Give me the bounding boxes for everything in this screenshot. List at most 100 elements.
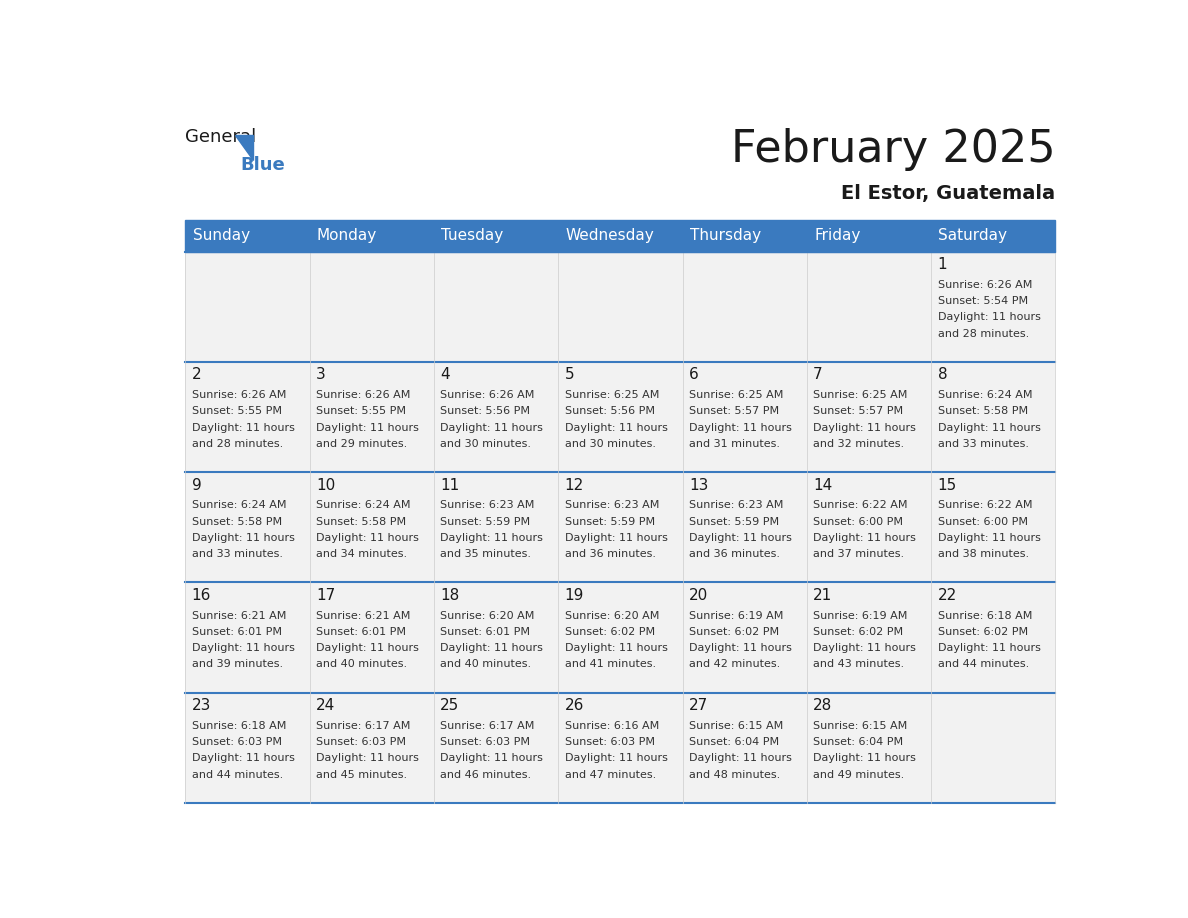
Text: Sunset: 5:57 PM: Sunset: 5:57 PM: [814, 407, 903, 417]
Text: and 45 minutes.: and 45 minutes.: [316, 769, 407, 779]
Text: Sunset: 5:59 PM: Sunset: 5:59 PM: [564, 517, 655, 527]
Text: Daylight: 11 hours: Daylight: 11 hours: [937, 422, 1041, 432]
Text: Sunset: 6:03 PM: Sunset: 6:03 PM: [191, 737, 282, 747]
Bar: [807, 692, 931, 803]
Text: Sunset: 5:58 PM: Sunset: 5:58 PM: [316, 517, 406, 527]
Bar: [807, 582, 931, 692]
Text: Sunset: 6:02 PM: Sunset: 6:02 PM: [564, 627, 655, 637]
Text: Sunrise: 6:24 AM: Sunrise: 6:24 AM: [316, 500, 411, 510]
Polygon shape: [235, 135, 253, 160]
Text: Sunrise: 6:25 AM: Sunrise: 6:25 AM: [689, 390, 783, 400]
Text: Tuesday: Tuesday: [441, 229, 504, 243]
Text: 23: 23: [191, 699, 211, 713]
Text: Daylight: 11 hours: Daylight: 11 hours: [564, 532, 668, 543]
Text: and 29 minutes.: and 29 minutes.: [316, 439, 407, 449]
Text: Sunset: 5:57 PM: Sunset: 5:57 PM: [689, 407, 779, 417]
Bar: [558, 252, 682, 362]
Text: Monday: Monday: [317, 229, 378, 243]
Text: Sunrise: 6:24 AM: Sunrise: 6:24 AM: [191, 500, 286, 510]
Text: 28: 28: [814, 699, 833, 713]
Text: and 44 minutes.: and 44 minutes.: [191, 769, 283, 779]
Text: and 33 minutes.: and 33 minutes.: [937, 439, 1029, 449]
Bar: [185, 582, 310, 692]
Bar: [185, 692, 310, 803]
Bar: [558, 362, 682, 472]
Text: Sunrise: 6:15 AM: Sunrise: 6:15 AM: [689, 721, 783, 731]
Text: February 2025: February 2025: [731, 128, 1055, 171]
Text: 12: 12: [564, 477, 584, 493]
Text: Daylight: 11 hours: Daylight: 11 hours: [814, 422, 916, 432]
Text: Sunset: 6:02 PM: Sunset: 6:02 PM: [937, 627, 1028, 637]
Bar: [185, 362, 310, 472]
Text: and 28 minutes.: and 28 minutes.: [937, 329, 1029, 339]
Text: Sunrise: 6:22 AM: Sunrise: 6:22 AM: [814, 500, 908, 510]
Text: Sunrise: 6:24 AM: Sunrise: 6:24 AM: [937, 390, 1032, 400]
Text: Sunset: 6:03 PM: Sunset: 6:03 PM: [441, 737, 530, 747]
Text: Daylight: 11 hours: Daylight: 11 hours: [191, 644, 295, 653]
Text: 10: 10: [316, 477, 335, 493]
Text: Daylight: 11 hours: Daylight: 11 hours: [191, 754, 295, 764]
Text: Sunset: 6:04 PM: Sunset: 6:04 PM: [689, 737, 779, 747]
Text: and 39 minutes.: and 39 minutes.: [191, 659, 283, 669]
Text: 4: 4: [441, 367, 450, 383]
Text: Daylight: 11 hours: Daylight: 11 hours: [316, 422, 419, 432]
Text: Sunset: 5:59 PM: Sunset: 5:59 PM: [689, 517, 779, 527]
Text: and 31 minutes.: and 31 minutes.: [689, 439, 781, 449]
Text: Sunset: 5:58 PM: Sunset: 5:58 PM: [937, 407, 1028, 417]
Text: 26: 26: [564, 699, 584, 713]
Bar: [682, 362, 807, 472]
Text: Sunrise: 6:23 AM: Sunrise: 6:23 AM: [564, 500, 659, 510]
Text: Daylight: 11 hours: Daylight: 11 hours: [441, 422, 543, 432]
Text: 21: 21: [814, 588, 833, 603]
Text: Daylight: 11 hours: Daylight: 11 hours: [814, 754, 916, 764]
Text: Sunset: 5:59 PM: Sunset: 5:59 PM: [441, 517, 531, 527]
Text: 14: 14: [814, 477, 833, 493]
Text: Sunset: 6:00 PM: Sunset: 6:00 PM: [937, 517, 1028, 527]
Text: 18: 18: [441, 588, 460, 603]
Text: 17: 17: [316, 588, 335, 603]
Text: Daylight: 11 hours: Daylight: 11 hours: [191, 532, 295, 543]
Bar: [558, 472, 682, 582]
Text: 15: 15: [937, 477, 956, 493]
Bar: [558, 582, 682, 692]
Text: Daylight: 11 hours: Daylight: 11 hours: [814, 532, 916, 543]
Text: and 36 minutes.: and 36 minutes.: [689, 549, 781, 559]
Text: Sunset: 6:01 PM: Sunset: 6:01 PM: [441, 627, 530, 637]
Bar: [434, 582, 558, 692]
Text: and 37 minutes.: and 37 minutes.: [814, 549, 904, 559]
Text: 2: 2: [191, 367, 202, 383]
Bar: [931, 692, 1055, 803]
Text: Sunset: 5:58 PM: Sunset: 5:58 PM: [191, 517, 282, 527]
Text: and 40 minutes.: and 40 minutes.: [316, 659, 407, 669]
Text: Sunset: 5:55 PM: Sunset: 5:55 PM: [191, 407, 282, 417]
Text: Sunrise: 6:17 AM: Sunrise: 6:17 AM: [316, 721, 410, 731]
Bar: [434, 252, 558, 362]
Text: and 32 minutes.: and 32 minutes.: [814, 439, 904, 449]
Text: 5: 5: [564, 367, 574, 383]
Text: 1: 1: [937, 257, 947, 272]
Text: Sunrise: 6:20 AM: Sunrise: 6:20 AM: [564, 610, 659, 621]
Bar: [931, 252, 1055, 362]
Text: 3: 3: [316, 367, 326, 383]
Bar: [931, 362, 1055, 472]
Text: Daylight: 11 hours: Daylight: 11 hours: [814, 644, 916, 653]
Text: Daylight: 11 hours: Daylight: 11 hours: [191, 422, 295, 432]
Text: El Estor, Guatemala: El Estor, Guatemala: [841, 185, 1055, 204]
Bar: [185, 472, 310, 582]
Bar: [434, 472, 558, 582]
Text: 19: 19: [564, 588, 584, 603]
Text: Sunset: 6:03 PM: Sunset: 6:03 PM: [316, 737, 406, 747]
Text: Sunset: 6:02 PM: Sunset: 6:02 PM: [814, 627, 903, 637]
Text: Sunrise: 6:20 AM: Sunrise: 6:20 AM: [441, 610, 535, 621]
Bar: [434, 692, 558, 803]
Text: Sunset: 5:54 PM: Sunset: 5:54 PM: [937, 297, 1028, 306]
Text: and 41 minutes.: and 41 minutes.: [564, 659, 656, 669]
Text: 16: 16: [191, 588, 211, 603]
Text: 22: 22: [937, 588, 956, 603]
Text: General: General: [185, 128, 257, 146]
Text: Daylight: 11 hours: Daylight: 11 hours: [937, 532, 1041, 543]
Text: 8: 8: [937, 367, 947, 383]
Text: Sunrise: 6:26 AM: Sunrise: 6:26 AM: [191, 390, 286, 400]
Text: and 30 minutes.: and 30 minutes.: [564, 439, 656, 449]
Text: Sunset: 6:04 PM: Sunset: 6:04 PM: [814, 737, 903, 747]
